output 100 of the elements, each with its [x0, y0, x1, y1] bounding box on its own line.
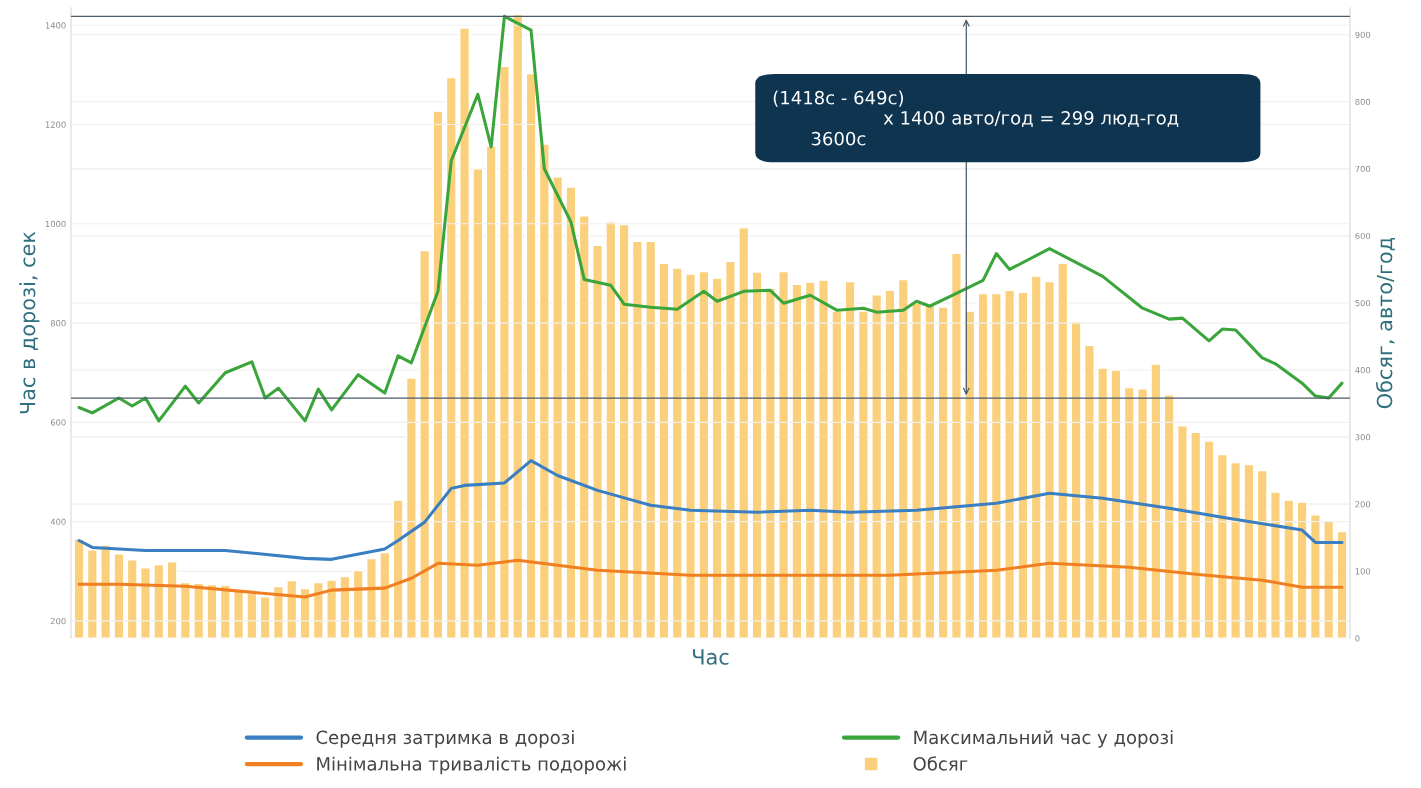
- bar: [73, 538, 85, 639]
- y-tick-label: 1000: [45, 220, 66, 228]
- bar: [299, 587, 311, 639]
- bar: [844, 280, 856, 639]
- bar: [1230, 461, 1242, 639]
- bar: [485, 145, 497, 639]
- bar: [738, 227, 750, 639]
- y2-axis-title: Обсяг, авто/год: [1375, 237, 1395, 409]
- bar: [1190, 431, 1202, 639]
- bar: [1203, 440, 1215, 639]
- bar: [472, 168, 484, 639]
- y2-tick-label: 500: [1355, 299, 1371, 307]
- bar: [1044, 280, 1055, 639]
- bar: [578, 215, 590, 639]
- bar: [671, 267, 683, 639]
- bar: [658, 262, 670, 639]
- bar: [392, 499, 404, 639]
- bar: [552, 176, 564, 639]
- bar: [751, 271, 763, 639]
- bar: [831, 310, 843, 639]
- bar: [990, 292, 1002, 639]
- bar: [272, 585, 284, 639]
- bar: [286, 579, 298, 639]
- bar: [565, 186, 577, 639]
- bar: [445, 76, 457, 639]
- bar: [312, 581, 324, 639]
- bar: [405, 377, 417, 639]
- line-series: [77, 558, 1344, 599]
- annotation: 3600с: [811, 131, 866, 146]
- y-tick-label: 1400: [45, 22, 66, 29]
- bar: [1296, 501, 1308, 639]
- y2-tick-label: 900: [1355, 31, 1371, 38]
- bar: [86, 549, 98, 639]
- bar: [1110, 369, 1122, 639]
- bar: [871, 294, 883, 639]
- bar: [1083, 344, 1095, 639]
- y2-tick-label: 400: [1355, 367, 1371, 374]
- bar: [1150, 363, 1162, 639]
- y-tick-label: 800: [50, 320, 66, 327]
- legend-label: Обсяг: [913, 756, 968, 771]
- line-series: [77, 459, 1344, 561]
- bar: [924, 302, 936, 639]
- y-tick-label: 1200: [45, 121, 66, 128]
- bar: [1004, 289, 1016, 639]
- bar: [1176, 424, 1188, 639]
- y2-tick-label: 600: [1355, 232, 1371, 240]
- bar: [140, 567, 151, 639]
- bar: [259, 596, 271, 639]
- bar: [1057, 262, 1069, 639]
- bar: [804, 281, 816, 639]
- bar: [1163, 394, 1175, 639]
- bar: [219, 584, 231, 639]
- bar: [126, 559, 138, 639]
- bar: [977, 292, 989, 639]
- bar: [512, 13, 524, 639]
- bar: [1270, 491, 1281, 639]
- bar: [1017, 291, 1029, 639]
- y-tick-label: 400: [50, 518, 66, 525]
- legend-label: Мінімальна тривалість подорожі: [317, 756, 626, 775]
- bar: [1283, 499, 1295, 639]
- y2-tick-label: 200: [1355, 501, 1371, 508]
- bar: [193, 582, 205, 639]
- bar: [379, 551, 391, 639]
- y2-tick-label: 100: [1355, 568, 1371, 575]
- y-axis-title: Час в дорозі, сек: [19, 231, 40, 414]
- bar: [166, 561, 178, 639]
- bar: [764, 287, 776, 639]
- annotation: x 1400 авто/год = 299 люд-год: [883, 111, 1179, 127]
- bar: [724, 260, 736, 639]
- bar: [1309, 514, 1321, 639]
- bar: [857, 310, 869, 639]
- bar: [698, 270, 710, 639]
- bar: [366, 557, 377, 639]
- bar: [1336, 530, 1348, 639]
- bar: [1243, 463, 1255, 639]
- bar: [618, 223, 630, 639]
- bar: [1123, 386, 1135, 639]
- legend-label: Максимальний час у дорозі: [914, 730, 1173, 748]
- bar: [1323, 519, 1335, 639]
- bar: [498, 65, 510, 639]
- bar: [100, 544, 112, 639]
- bar: [964, 310, 976, 639]
- annotation: (1418с - 649с): [773, 90, 904, 107]
- bar: [631, 240, 643, 639]
- y2-tick-label: 0: [1355, 635, 1360, 642]
- bar: [1256, 469, 1268, 639]
- bar: [1137, 388, 1149, 639]
- bar: [459, 27, 471, 639]
- bar: [339, 575, 351, 639]
- bar: [818, 279, 829, 639]
- y2-tick-label: 800: [1355, 98, 1371, 106]
- y-tick-label: 600: [50, 419, 66, 426]
- bar: [432, 110, 444, 639]
- y-tick-label: 200: [50, 617, 66, 625]
- bar: [778, 270, 790, 639]
- bar: [352, 569, 364, 639]
- bar: [592, 244, 603, 639]
- bar: [153, 563, 165, 639]
- x-axis-title: Час: [693, 649, 729, 665]
- bar: [950, 252, 962, 639]
